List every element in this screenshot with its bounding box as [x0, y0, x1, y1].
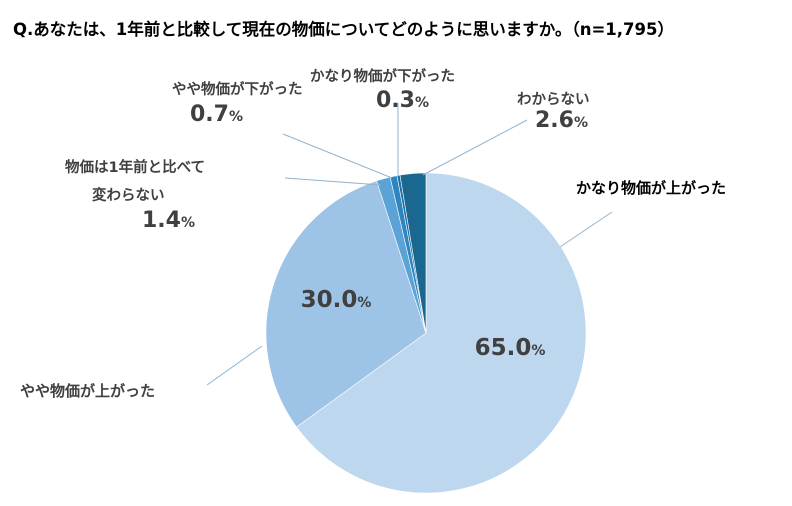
- leader-line-3: [284, 177, 382, 186]
- slice-label-5: かなり物価が下がった: [310, 67, 455, 85]
- slice-label-1: かなり物価が上がった: [576, 179, 726, 197]
- pie-slices: [265, 172, 587, 494]
- leader-line-2: [206, 345, 263, 386]
- slice-label-3-line-1: 物価は1年前と比べて: [65, 158, 205, 176]
- leader-line-4: [282, 133, 393, 179]
- leader-line-6: [422, 119, 528, 176]
- slice-value-5: 0.3%: [376, 88, 429, 113]
- leader-line-1: [559, 211, 613, 248]
- slice-value-3: 1.4%: [142, 208, 195, 233]
- slice-value-1: 65.0%: [475, 335, 546, 361]
- slice-value-4: 0.7%: [190, 102, 243, 127]
- pie-slice-1: [296, 172, 587, 494]
- slice-label-4: やや物価が下がった: [172, 80, 303, 98]
- slice-value-6: 2.6%: [535, 108, 588, 133]
- pie-slice-2: [265, 180, 427, 428]
- slice-label-6: わからない: [517, 91, 590, 108]
- slice-label-2: やや物価が上がった: [20, 382, 155, 400]
- slice-value-2: 30.0%: [301, 287, 372, 313]
- leader-lines: [206, 103, 613, 386]
- slice-label-3-line-2: 変わらない: [92, 186, 165, 204]
- slice-labels: かなり物価が上がった 65.0% やや物価が上がった 30.0% 物価は1年前と比べて変…: [20, 67, 726, 400]
- chart-title: Q.あなたは、1年前と比較して現在の物価についてどのように思いますか。（n=1,…: [13, 19, 674, 39]
